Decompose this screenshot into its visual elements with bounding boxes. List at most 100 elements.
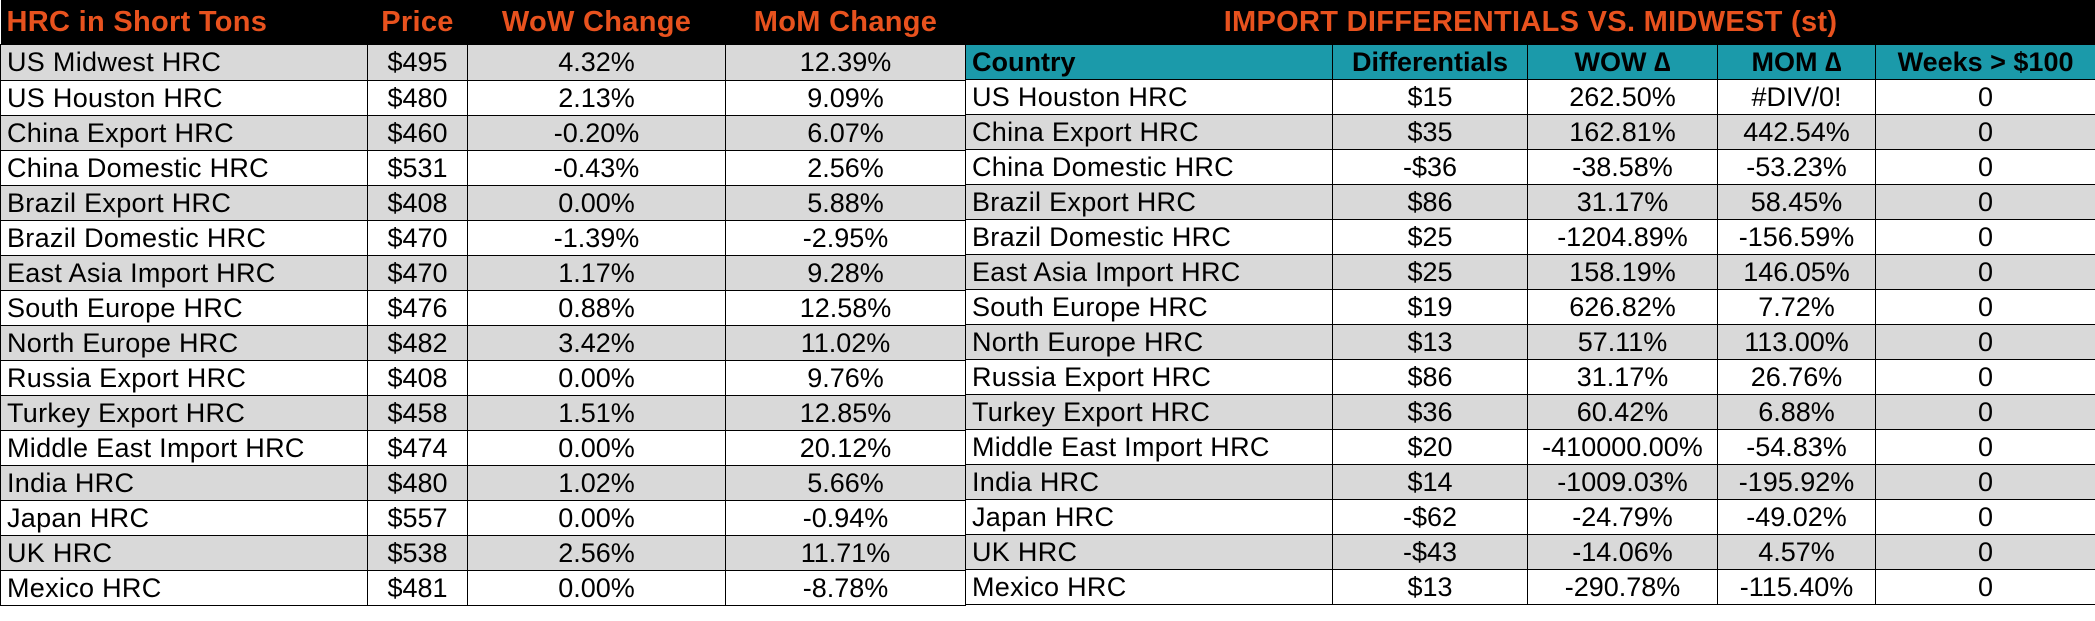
mom-change-cell: 9.28% <box>725 255 966 291</box>
column-header-price: Price <box>367 0 468 45</box>
wow-change-cell: 0.00% <box>467 500 726 536</box>
mom-change-cell: -2.95% <box>725 220 966 256</box>
weeks-over-100-cell: 0 <box>1874 359 2095 395</box>
differential-cell: $25 <box>1332 254 1528 290</box>
table-row: Brazil Domestic HRC $470 -1.39% -2.95% <box>0 220 966 256</box>
mom-delta-cell: 442.54% <box>1717 114 1876 150</box>
market-name-cell: Mexico HRC <box>0 570 368 606</box>
table-row: South Europe HRC $19 626.82% 7.72% 0 <box>965 289 2095 325</box>
price-cell: $470 <box>367 220 468 256</box>
country-cell: Japan HRC <box>965 499 1333 535</box>
wow-change-cell: 1.51% <box>467 395 726 431</box>
market-name-cell: US Midwest HRC <box>0 44 368 81</box>
mom-delta-cell: 6.88% <box>1717 394 1876 430</box>
column-header-mom: MoM Change <box>725 0 966 45</box>
wow-change-cell: 3.42% <box>467 325 726 361</box>
column-header-differentials: Differentials <box>1332 44 1528 80</box>
table-row: Brazil Export HRC $86 31.17% 58.45% 0 <box>965 184 2095 220</box>
table-row: US Midwest HRC $495 4.32% 12.39% <box>0 44 966 81</box>
differential-cell: $20 <box>1332 429 1528 465</box>
weeks-over-100-cell: 0 <box>1874 324 2095 360</box>
table-row: China Export HRC $460 -0.20% 6.07% <box>0 115 966 151</box>
table-row: Middle East Import HRC $20 -410000.00% -54.… <box>965 429 2095 465</box>
wow-delta-cell: 262.50% <box>1527 79 1718 115</box>
weeks-over-100-cell: 0 <box>1874 289 2095 325</box>
differential-cell: -$43 <box>1332 534 1528 570</box>
market-name-cell: Brazil Export HRC <box>0 185 368 221</box>
weeks-over-100-cell: 0 <box>1874 254 2095 290</box>
mom-delta-cell: #DIV/0! <box>1717 79 1876 115</box>
wow-change-cell: 0.00% <box>467 570 726 606</box>
wow-change-cell: 0.00% <box>467 430 726 466</box>
mom-delta-cell: 4.57% <box>1717 534 1876 570</box>
price-cell: $408 <box>367 185 468 221</box>
market-name-cell: Japan HRC <box>0 500 368 536</box>
mom-delta-cell: -115.40% <box>1717 569 1876 605</box>
price-cell: $495 <box>367 44 468 81</box>
wow-delta-cell: 626.82% <box>1527 289 1718 325</box>
weeks-over-100-cell: 0 <box>1874 394 2095 430</box>
differential-cell: $19 <box>1332 289 1528 325</box>
price-cell: $476 <box>367 290 468 326</box>
wow-change-cell: 4.32% <box>467 44 726 81</box>
price-cell: $458 <box>367 395 468 431</box>
wow-delta-cell: -1204.89% <box>1527 219 1718 255</box>
market-name-cell: China Export HRC <box>0 115 368 151</box>
table-row: Turkey Export HRC $458 1.51% 12.85% <box>0 395 966 431</box>
country-cell: Russia Export HRC <box>965 359 1333 395</box>
table-row: South Europe HRC $476 0.88% 12.58% <box>0 290 966 326</box>
wow-delta-cell: 57.11% <box>1527 324 1718 360</box>
mom-delta-cell: -49.02% <box>1717 499 1876 535</box>
wow-change-cell: 0.00% <box>467 185 726 221</box>
market-name-cell: Russia Export HRC <box>0 360 368 396</box>
differential-cell: $35 <box>1332 114 1528 150</box>
table-row: UK HRC $538 2.56% 11.71% <box>0 535 966 571</box>
wow-change-cell: 1.02% <box>467 465 726 501</box>
wow-change-cell: -0.20% <box>467 115 726 151</box>
wow-change-cell: 0.00% <box>467 360 726 396</box>
country-cell: Turkey Export HRC <box>965 394 1333 430</box>
differential-cell: $13 <box>1332 569 1528 605</box>
table-row: Mexico HRC $13 -290.78% -115.40% 0 <box>965 569 2095 605</box>
column-header-mom-delta: MOM ∆ <box>1717 44 1876 80</box>
mom-change-cell: 11.71% <box>725 535 966 571</box>
wow-change-cell: 0.88% <box>467 290 726 326</box>
wow-delta-cell: -1009.03% <box>1527 464 1718 500</box>
differential-cell: -$36 <box>1332 149 1528 185</box>
price-cell: $538 <box>367 535 468 571</box>
column-header-weeks-over-100: Weeks > $100 <box>1874 44 2095 80</box>
country-cell: Brazil Export HRC <box>965 184 1333 220</box>
column-header-wow: WoW Change <box>467 0 726 45</box>
differential-cell: $36 <box>1332 394 1528 430</box>
wow-delta-cell: 31.17% <box>1527 184 1718 220</box>
wow-change-cell: -1.39% <box>467 220 726 256</box>
mom-delta-cell: -54.83% <box>1717 429 1876 465</box>
mom-delta-cell: 7.72% <box>1717 289 1876 325</box>
table-row: North Europe HRC $13 57.11% 113.00% 0 <box>965 324 2095 360</box>
market-name-cell: Turkey Export HRC <box>0 395 368 431</box>
weeks-over-100-cell: 0 <box>1874 114 2095 150</box>
price-cell: $460 <box>367 115 468 151</box>
price-cell: $482 <box>367 325 468 361</box>
mom-change-cell: 2.56% <box>725 150 966 186</box>
price-cell: $474 <box>367 430 468 466</box>
differential-cell: $86 <box>1332 184 1528 220</box>
country-cell: East Asia Import HRC <box>965 254 1333 290</box>
mom-change-cell: 12.85% <box>725 395 966 431</box>
mom-change-cell: 5.66% <box>725 465 966 501</box>
country-cell: India HRC <box>965 464 1333 500</box>
weeks-over-100-cell: 0 <box>1874 219 2095 255</box>
table-row: US Houston HRC $480 2.13% 9.09% <box>0 80 966 116</box>
mom-delta-cell: 58.45% <box>1717 184 1876 220</box>
wow-delta-cell: 158.19% <box>1527 254 1718 290</box>
hrc-price-table: HRC in Short Tons Price WoW Change MoM C… <box>0 0 966 606</box>
weeks-over-100-cell: 0 <box>1874 534 2095 570</box>
wow-delta-cell: 60.42% <box>1527 394 1718 430</box>
table-row: Middle East Import HRC $474 0.00% 20.12% <box>0 430 966 466</box>
mom-delta-cell: -53.23% <box>1717 149 1876 185</box>
weeks-over-100-cell: 0 <box>1874 499 2095 535</box>
table-row: Russia Export HRC $408 0.00% 9.76% <box>0 360 966 396</box>
market-name-cell: UK HRC <box>0 535 368 571</box>
price-cell: $470 <box>367 255 468 291</box>
